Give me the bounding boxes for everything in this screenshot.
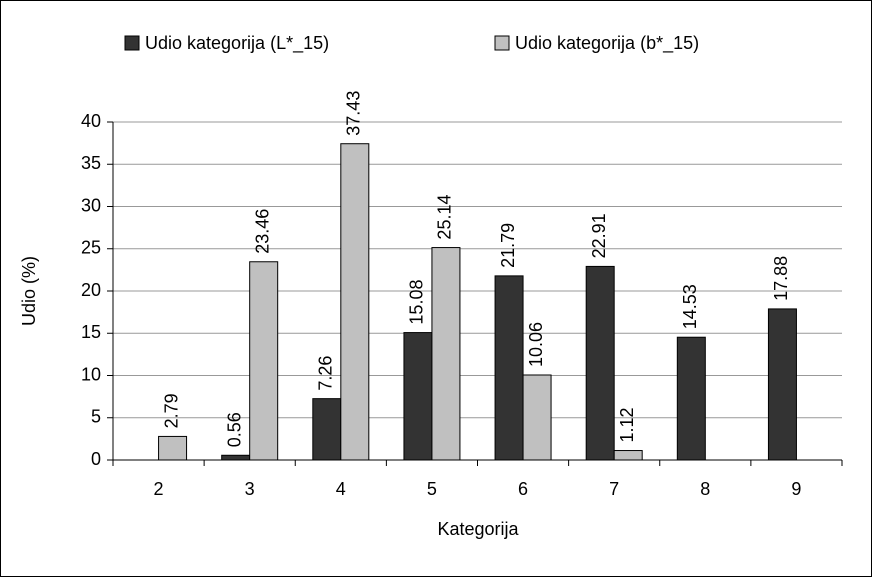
y-axis-label: Udio (%) xyxy=(19,256,39,326)
data-label: 37.43 xyxy=(344,91,364,136)
data-label: 17.88 xyxy=(771,256,791,301)
x-tick-label: 5 xyxy=(427,479,437,499)
legend-label: Udio kategorija (L*_15) xyxy=(145,33,329,54)
legend-label: Udio kategorija (b*_15) xyxy=(515,33,699,54)
data-label: 2.79 xyxy=(161,393,181,428)
bar xyxy=(431,247,461,461)
x-tick-label: 9 xyxy=(791,479,801,499)
x-tick-label: 7 xyxy=(609,479,619,499)
y-tick-label: 10 xyxy=(81,364,101,384)
y-tick-label: 25 xyxy=(81,238,101,258)
x-tick-label: 6 xyxy=(518,479,528,499)
bar xyxy=(340,143,370,461)
data-label: 14.53 xyxy=(680,284,700,329)
y-tick-label: 40 xyxy=(81,111,101,131)
x-tick-label: 2 xyxy=(154,479,164,499)
data-label: 25.14 xyxy=(435,195,455,240)
x-tick-label: 3 xyxy=(245,479,255,499)
data-label: 22.91 xyxy=(589,213,609,258)
y-tick-label: 5 xyxy=(91,407,101,427)
data-label: 21.79 xyxy=(498,223,518,268)
y-tick-label: 15 xyxy=(81,322,101,342)
data-label: 1.12 xyxy=(617,407,637,442)
data-label: 15.08 xyxy=(407,280,427,325)
data-label: 0.56 xyxy=(224,412,244,447)
y-tick-label: 20 xyxy=(81,280,101,300)
bar xyxy=(613,450,643,461)
bar xyxy=(249,261,279,461)
bar xyxy=(221,454,251,461)
legend-swatch xyxy=(494,35,510,51)
bar xyxy=(522,374,552,461)
bar xyxy=(494,275,524,461)
data-label: 10.06 xyxy=(526,322,546,367)
bar xyxy=(158,435,188,461)
legend-swatch xyxy=(124,35,140,51)
x-tick-label: 8 xyxy=(700,479,710,499)
bar xyxy=(676,336,706,461)
y-tick-label: 30 xyxy=(81,195,101,215)
y-tick-label: 0 xyxy=(91,449,101,469)
x-axis-label: Kategorija xyxy=(437,519,519,539)
bar xyxy=(767,308,797,461)
y-tick-label: 35 xyxy=(81,153,101,173)
data-label: 23.46 xyxy=(252,209,272,254)
data-label: 7.26 xyxy=(316,356,336,391)
bar xyxy=(585,265,615,461)
x-tick-label: 4 xyxy=(336,479,346,499)
bar xyxy=(403,332,433,461)
bar xyxy=(312,398,342,461)
